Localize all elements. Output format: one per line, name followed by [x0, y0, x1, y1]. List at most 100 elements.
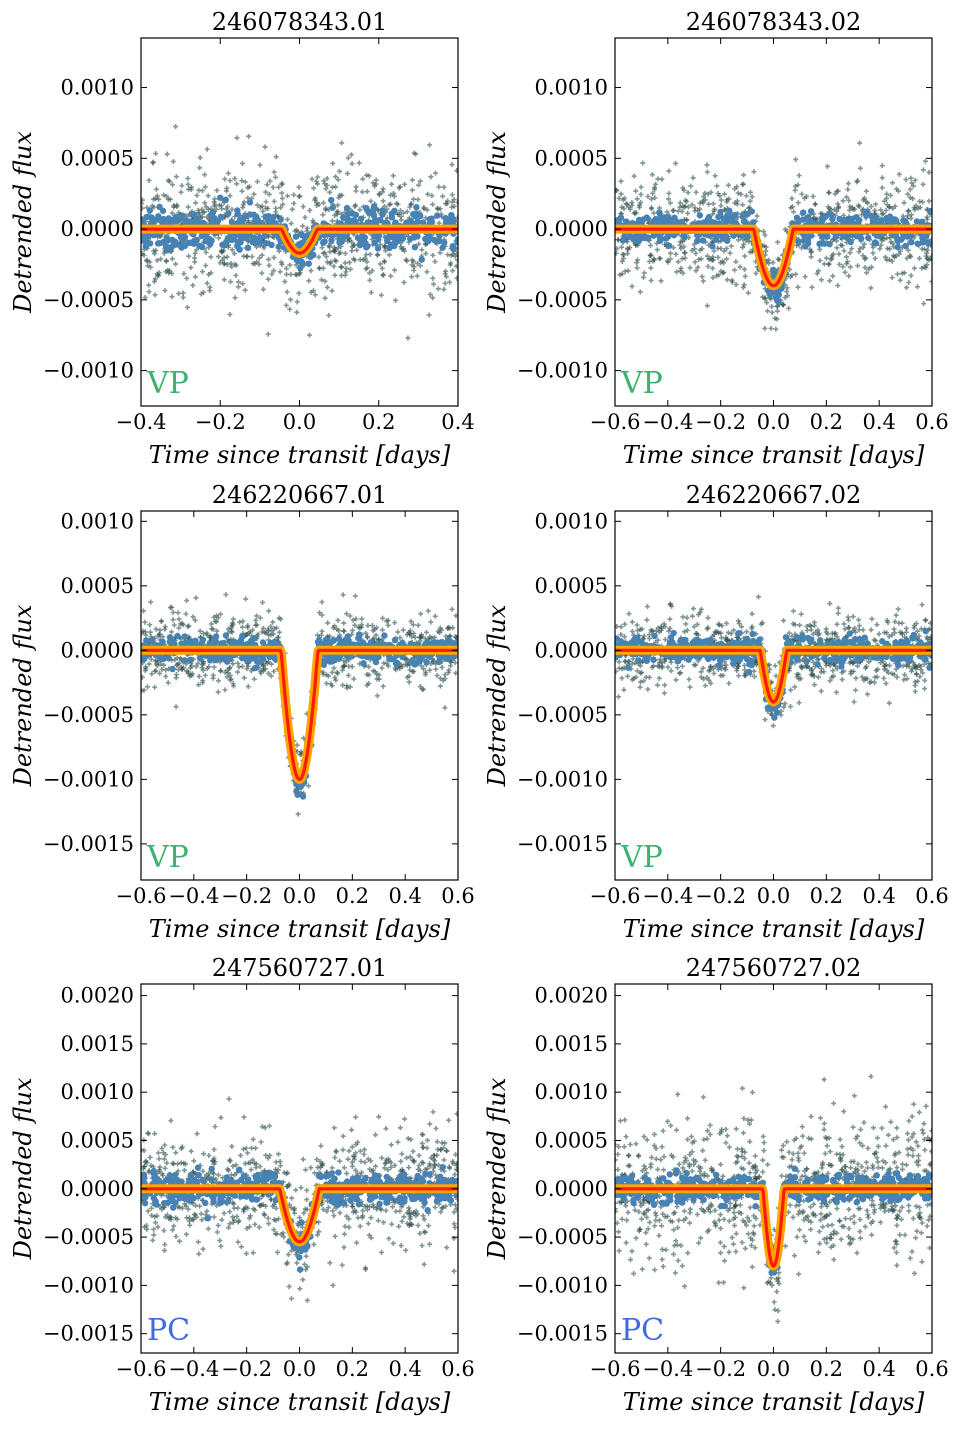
- raw-point: [845, 625, 851, 631]
- raw-point: [705, 264, 711, 270]
- binned-point: [188, 210, 195, 218]
- raw-point: [364, 189, 370, 195]
- raw-point: [345, 155, 351, 161]
- raw-point: [287, 306, 293, 312]
- raw-point: [195, 660, 201, 666]
- raw-point: [700, 665, 706, 671]
- binned-point: [212, 633, 220, 640]
- raw-point: [835, 610, 841, 616]
- binned-point: [732, 211, 739, 219]
- raw-point: [393, 667, 399, 673]
- raw-point: [830, 251, 836, 257]
- raw-point: [328, 681, 334, 687]
- binned-point: [236, 246, 243, 253]
- raw-point: [339, 140, 345, 146]
- raw-point: [641, 270, 647, 276]
- raw-point: [285, 216, 291, 222]
- binned-point: [724, 212, 731, 219]
- raw-point: [402, 181, 408, 187]
- raw-point: [243, 596, 249, 602]
- raw-point: [306, 278, 312, 284]
- binned-point: [212, 638, 220, 645]
- raw-point: [319, 277, 325, 283]
- raw-point: [906, 663, 912, 669]
- raw-point: [449, 606, 455, 612]
- raw-point: [649, 172, 655, 178]
- raw-point: [276, 615, 282, 621]
- raw-point: [288, 221, 294, 227]
- binned-point: [360, 660, 367, 667]
- raw-point: [868, 627, 874, 633]
- y-tick-label: −0.0010: [43, 767, 134, 791]
- raw-point: [765, 308, 771, 314]
- raw-point: [835, 283, 841, 289]
- raw-point: [296, 184, 302, 190]
- raw-point: [339, 667, 345, 673]
- binned-point: [826, 241, 833, 248]
- raw-point: [743, 193, 749, 199]
- binned-point: [878, 217, 885, 224]
- raw-point: [751, 169, 757, 175]
- binned-point: [357, 215, 365, 222]
- raw-point: [435, 629, 441, 635]
- raw-point: [619, 204, 625, 210]
- raw-point: [409, 187, 415, 193]
- y-tick-label: −0.0005: [517, 288, 608, 312]
- raw-point: [295, 811, 301, 817]
- raw-point: [221, 260, 227, 266]
- raw-point: [215, 678, 221, 684]
- raw-point: [159, 666, 165, 672]
- raw-point: [441, 184, 447, 190]
- binned-point: [363, 244, 370, 251]
- raw-point: [376, 191, 382, 197]
- raw-point: [872, 207, 878, 213]
- raw-point: [667, 625, 673, 631]
- raw-point: [673, 251, 679, 257]
- raw-point: [405, 335, 411, 341]
- raw-point: [447, 279, 453, 285]
- raw-point: [443, 633, 449, 639]
- raw-point: [360, 257, 366, 263]
- binned-point: [297, 264, 304, 271]
- binned-point: [431, 236, 438, 244]
- raw-point: [254, 202, 260, 208]
- raw-point: [881, 675, 887, 681]
- raw-point: [372, 669, 378, 675]
- raw-point: [235, 279, 241, 285]
- raw-point: [227, 193, 233, 199]
- raw-point: [627, 245, 633, 251]
- raw-point: [414, 260, 420, 266]
- raw-point: [262, 629, 268, 635]
- binned-point: [246, 199, 254, 206]
- raw-point: [309, 176, 315, 182]
- raw-point: [762, 295, 768, 301]
- binned-point: [181, 633, 188, 640]
- x-axis-label: Time since transit [days]: [623, 441, 925, 469]
- raw-point: [211, 664, 217, 670]
- raw-point: [214, 613, 220, 619]
- raw-point: [689, 202, 695, 208]
- raw-point: [344, 611, 350, 617]
- raw-point: [922, 158, 928, 164]
- raw-point: [624, 201, 630, 207]
- raw-point: [323, 254, 329, 260]
- raw-point: [173, 675, 179, 681]
- raw-point: [633, 188, 639, 194]
- raw-point: [809, 284, 815, 290]
- raw-point: [789, 272, 795, 278]
- raw-point: [415, 197, 421, 203]
- raw-point: [903, 177, 909, 183]
- raw-point: [180, 290, 186, 296]
- raw-point: [235, 669, 241, 675]
- raw-point: [291, 200, 297, 206]
- binned-point: [343, 204, 351, 212]
- raw-point: [430, 295, 436, 301]
- raw-point: [647, 253, 653, 259]
- raw-point: [199, 188, 205, 194]
- raw-point: [343, 659, 349, 665]
- raw-point: [681, 629, 687, 635]
- binned-point: [314, 638, 322, 646]
- raw-point: [413, 151, 419, 157]
- binned-point: [163, 234, 170, 241]
